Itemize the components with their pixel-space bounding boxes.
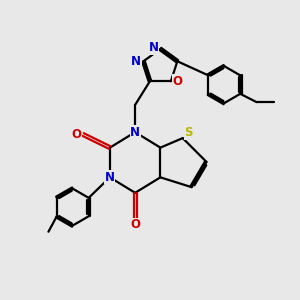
Text: O: O — [72, 128, 82, 141]
Text: N: N — [149, 41, 159, 54]
Text: O: O — [172, 75, 182, 88]
Text: S: S — [184, 126, 193, 139]
Text: N: N — [131, 55, 141, 68]
Text: O: O — [130, 218, 140, 231]
Text: N: N — [105, 171, 115, 184]
Text: N: N — [130, 126, 140, 139]
